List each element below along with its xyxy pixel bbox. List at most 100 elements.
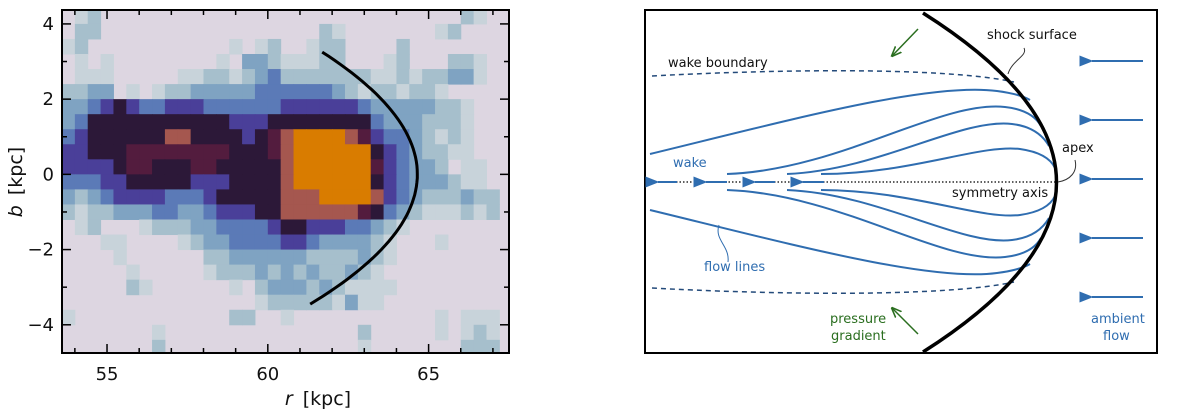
apex-leader-line bbox=[1057, 159, 1077, 183]
heatmap-cell bbox=[409, 114, 423, 130]
heatmap-cell bbox=[242, 189, 256, 205]
heatmap-cell bbox=[216, 264, 230, 281]
heatmap-cell bbox=[242, 204, 256, 220]
heatmap-cell bbox=[190, 84, 204, 100]
heatmap-cell bbox=[87, 144, 102, 160]
heatmap-cell bbox=[87, 159, 102, 175]
heatmap-cell bbox=[332, 23, 346, 40]
heatmap-cell bbox=[190, 219, 204, 236]
heatmap-cell bbox=[293, 264, 307, 281]
heatmap-cell bbox=[203, 204, 217, 220]
heatmap-cell bbox=[100, 84, 114, 100]
heatmap-cell bbox=[370, 129, 385, 145]
heatmap-cell bbox=[383, 144, 397, 160]
heatmap-cell bbox=[460, 144, 475, 160]
heatmap-cell bbox=[460, 174, 475, 190]
heatmap-cell bbox=[280, 189, 295, 205]
heatmap-cell bbox=[62, 114, 76, 130]
heatmap-cell bbox=[319, 294, 333, 311]
heatmap-cell bbox=[383, 84, 397, 100]
heatmap-cell bbox=[447, 114, 462, 130]
heatmap-cell bbox=[254, 189, 269, 205]
heatmap-cell bbox=[242, 144, 256, 160]
heatmap-cell bbox=[332, 114, 346, 130]
heatmap-cell bbox=[332, 204, 346, 220]
heatmap-cell bbox=[306, 264, 320, 281]
heatmap-cell bbox=[87, 114, 102, 130]
heatmap-cell bbox=[152, 189, 166, 205]
heatmap-cell bbox=[87, 84, 102, 100]
heatmap-cell bbox=[177, 114, 192, 130]
flow-line bbox=[786, 189, 1050, 242]
heatmap-cell bbox=[435, 84, 449, 100]
heatmap-cell bbox=[332, 234, 346, 251]
heatmap-cell bbox=[267, 144, 282, 160]
heatmap-cell bbox=[280, 249, 295, 266]
heatmap-cell bbox=[332, 264, 346, 281]
heatmap-cell bbox=[357, 159, 372, 175]
ambient-flow-label: ambient bbox=[1091, 312, 1145, 327]
heatmap-cell bbox=[473, 309, 487, 326]
wake-label: wake bbox=[673, 156, 707, 171]
heatmap-cell bbox=[229, 159, 243, 175]
heatmap-cell bbox=[62, 144, 76, 160]
heatmap-cell bbox=[242, 159, 256, 175]
flow-line bbox=[820, 189, 1056, 217]
heatmap-cell bbox=[460, 114, 475, 130]
heatmap-cell bbox=[267, 69, 282, 85]
heatmap-cell bbox=[254, 249, 269, 266]
heatmap-cell bbox=[447, 99, 462, 115]
heatmap-cell bbox=[409, 69, 423, 85]
heatmap-cell bbox=[203, 84, 217, 100]
heatmap-cell bbox=[293, 249, 307, 266]
heatmap-cell bbox=[216, 219, 230, 236]
heatmap-cell bbox=[486, 309, 500, 326]
heatmap-cell bbox=[62, 129, 76, 145]
heatmap-cell bbox=[267, 54, 282, 70]
heatmap-cell bbox=[203, 144, 217, 160]
heatmap-cell bbox=[267, 279, 282, 296]
heatmap-cell bbox=[306, 174, 320, 190]
heatmap-cell bbox=[164, 159, 179, 175]
heatmap-cell bbox=[267, 264, 282, 281]
heatmap-cell bbox=[74, 189, 89, 205]
wake-boundary-top bbox=[651, 70, 1015, 83]
flow-line bbox=[726, 105, 1042, 175]
heatmap-cell bbox=[74, 144, 89, 160]
heatmap-cell bbox=[293, 99, 307, 115]
bow-shock-diagram: shock surface wake boundary apex wake sy… bbox=[644, 9, 1158, 354]
heatmap-cell bbox=[306, 279, 320, 296]
heatmap-cell bbox=[319, 144, 333, 160]
heatmap-cell bbox=[242, 69, 256, 85]
heatmap-cell bbox=[280, 294, 295, 311]
heatmap-cell bbox=[460, 129, 475, 145]
heatmap-cell bbox=[100, 114, 114, 130]
heatmap-cell bbox=[422, 114, 436, 130]
heatmap-cell bbox=[100, 69, 114, 85]
heatmap-cell bbox=[396, 189, 410, 205]
heatmap-cell bbox=[344, 159, 359, 175]
heatmap-cell bbox=[113, 234, 127, 251]
heatmap-cell bbox=[242, 84, 256, 100]
heatmap-cell bbox=[486, 339, 500, 353]
heatmap-cell bbox=[370, 69, 385, 85]
heatmap-cell bbox=[447, 54, 462, 70]
heatmap-cell bbox=[293, 204, 307, 220]
heatmap-cell bbox=[113, 99, 127, 115]
heatmap-cell bbox=[435, 324, 449, 341]
apex-label: apex bbox=[1062, 141, 1094, 156]
heatmap-cell bbox=[435, 189, 449, 205]
heatmap-cell bbox=[164, 204, 179, 220]
heatmap-cell bbox=[306, 189, 320, 205]
heatmap-cell bbox=[126, 264, 140, 281]
heatmap-cell bbox=[74, 38, 89, 55]
heatmap-cell bbox=[447, 144, 462, 160]
heatmap-cell bbox=[177, 234, 192, 251]
heatmap-cell bbox=[164, 84, 179, 100]
heatmap-cell bbox=[229, 219, 243, 236]
heatmap-cell bbox=[113, 144, 127, 160]
heatmap-cell bbox=[229, 189, 243, 205]
heatmap-cell bbox=[332, 219, 346, 236]
heatmap-cell bbox=[396, 114, 410, 130]
heatmap-cell bbox=[473, 204, 487, 220]
